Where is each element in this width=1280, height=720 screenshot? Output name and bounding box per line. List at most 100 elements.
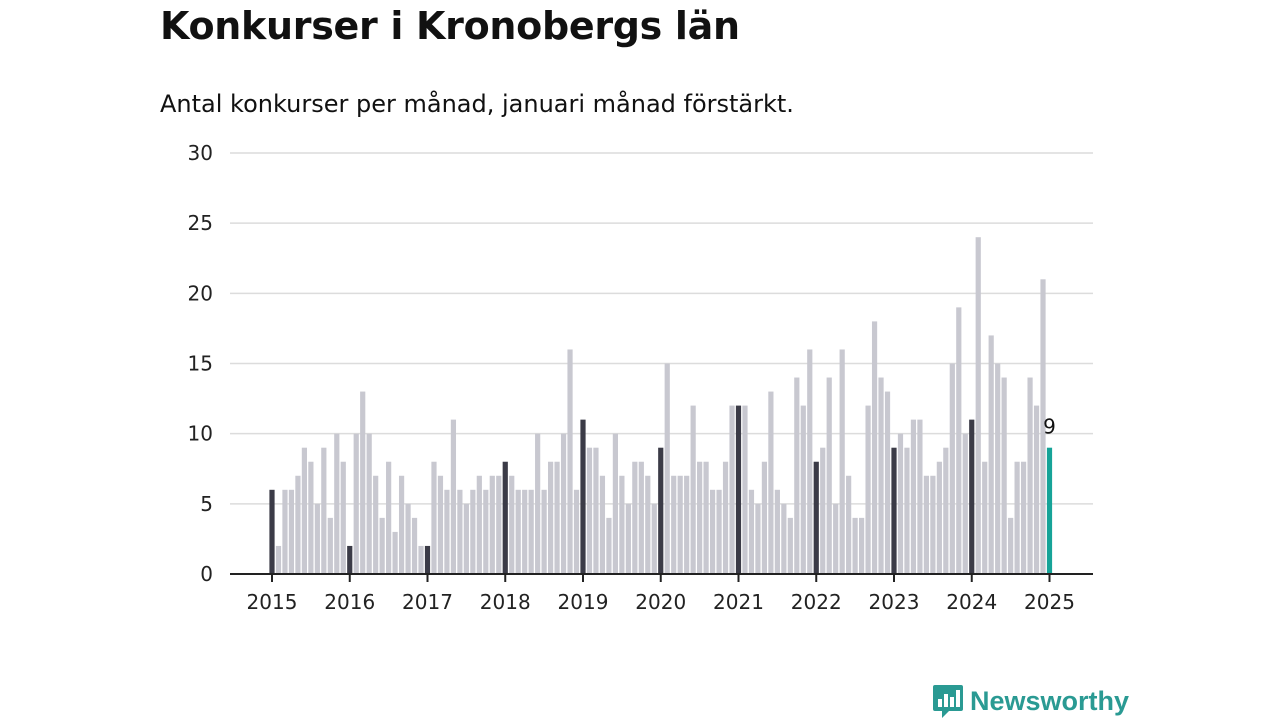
bar-january [269, 489, 275, 574]
bar [541, 489, 547, 574]
x-tick-label: 2024 [946, 590, 997, 614]
y-tick-label: 0 [200, 562, 213, 586]
bar [522, 489, 528, 574]
bar [593, 447, 599, 574]
x-tick-label: 2015 [247, 590, 298, 614]
bar [871, 321, 878, 574]
bars [269, 237, 1053, 574]
bar [535, 433, 541, 574]
bar-january [813, 461, 819, 574]
chart-subtitle: Antal konkurser per månad, januari månad… [160, 90, 794, 118]
y-tick-label: 20 [188, 281, 213, 305]
bar [930, 475, 936, 574]
bar [483, 489, 489, 574]
bar-january [969, 419, 975, 574]
bar [755, 503, 761, 574]
bar [308, 461, 314, 574]
bar [321, 447, 327, 574]
bar [295, 475, 301, 574]
bar [1001, 377, 1007, 574]
bar [956, 307, 962, 574]
bar [995, 363, 1001, 574]
bar [787, 517, 793, 574]
axes [230, 573, 1093, 582]
y-tick-label: 30 [188, 141, 213, 165]
bar-january [735, 405, 742, 574]
bar [360, 391, 366, 574]
bar [645, 475, 651, 574]
bar [560, 433, 567, 574]
brand-name: Newsworthy [970, 685, 1130, 716]
latest-value-label: 9 [1043, 415, 1056, 439]
bar [897, 433, 904, 574]
bar [852, 517, 858, 574]
x-tick-label: 2018 [480, 590, 531, 614]
bar [729, 405, 735, 574]
bar [340, 461, 346, 574]
bar [275, 545, 282, 574]
x-tick-label: 2019 [558, 590, 609, 614]
bar [282, 489, 288, 574]
bar [697, 461, 703, 574]
bar [677, 475, 683, 574]
newsworthy-logo[interactable]: Newsworthy [932, 683, 1129, 719]
y-tick-label: 15 [188, 352, 213, 376]
bar [761, 461, 768, 574]
bar [386, 461, 392, 574]
bar [548, 461, 554, 574]
chart-title: Konkurser i Kronobergs län [160, 4, 740, 48]
bar [846, 475, 852, 574]
bar [962, 433, 968, 574]
bar [878, 377, 884, 574]
bar [457, 489, 463, 574]
bar-january [502, 461, 508, 574]
bar [742, 405, 748, 574]
bar [1033, 405, 1040, 574]
bar [314, 503, 320, 574]
y-tick-label: 5 [200, 492, 213, 516]
bar [573, 489, 580, 574]
y-tick-label: 25 [188, 211, 213, 235]
y-tick-label: 10 [188, 422, 213, 446]
bar [690, 405, 696, 574]
bar [664, 363, 670, 574]
bar [612, 433, 618, 574]
bar [949, 363, 955, 574]
bar [405, 503, 411, 574]
bar [800, 405, 806, 574]
bar [839, 349, 845, 574]
bar-latest [1046, 447, 1053, 574]
bar [619, 475, 625, 574]
bar [418, 545, 424, 574]
bar [437, 475, 444, 574]
bar [463, 503, 469, 574]
bar [638, 461, 644, 574]
bar [528, 489, 534, 574]
bar [774, 489, 780, 574]
bar [554, 461, 560, 574]
bar [716, 489, 722, 574]
bar [476, 475, 482, 574]
bar [975, 237, 981, 574]
bar [288, 489, 295, 574]
bar [904, 447, 910, 574]
bar [820, 447, 826, 574]
bar-january [424, 545, 431, 574]
bar [943, 447, 949, 574]
bar [1027, 377, 1033, 574]
bar [923, 475, 929, 574]
bar [411, 517, 418, 574]
x-tick-label: 2016 [324, 590, 375, 614]
bar [936, 461, 942, 574]
bar [768, 391, 774, 574]
bar [807, 349, 813, 574]
bar [722, 461, 729, 574]
bar [671, 475, 677, 574]
x-tick-label: 2021 [713, 590, 764, 614]
bar [1014, 461, 1020, 574]
bar [1040, 279, 1046, 574]
bar [781, 503, 787, 574]
bar [910, 419, 917, 574]
bar [334, 433, 340, 574]
